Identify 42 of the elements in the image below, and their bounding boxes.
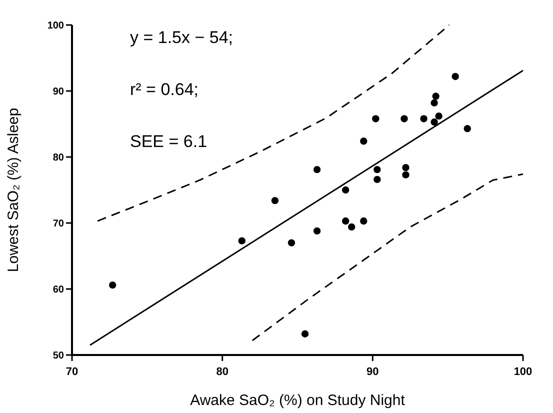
point xyxy=(432,92,440,100)
y-tick-label: 80 xyxy=(52,152,64,164)
point xyxy=(430,118,438,126)
point xyxy=(374,166,381,174)
point xyxy=(238,237,246,244)
point xyxy=(301,330,309,338)
point xyxy=(420,115,428,122)
x-tick-label: 80 xyxy=(216,366,228,378)
point xyxy=(400,115,408,122)
x-tick-label: 90 xyxy=(366,366,379,378)
y-tick-label: 100 xyxy=(47,20,64,32)
point xyxy=(271,196,279,204)
x-tick-label: 70 xyxy=(66,366,78,378)
point xyxy=(402,164,410,172)
point xyxy=(374,176,381,184)
y-tick-label: 60 xyxy=(52,284,64,296)
point xyxy=(372,115,380,122)
point xyxy=(435,112,442,120)
point xyxy=(348,223,356,231)
point xyxy=(342,186,350,194)
x-tick-label: 100 xyxy=(514,366,532,378)
point xyxy=(108,281,116,289)
point xyxy=(464,125,471,132)
point xyxy=(313,227,321,235)
point xyxy=(360,138,368,145)
annotation: r² = 0.64; xyxy=(130,80,199,99)
x-axis-title: Awake SaO₂ (%) on Study Night xyxy=(190,392,406,409)
point xyxy=(402,171,410,178)
y-axis-title: Lowest SaO₂ (%) Asleep xyxy=(5,108,22,272)
point xyxy=(360,217,368,225)
point xyxy=(313,166,321,174)
line-series xyxy=(96,24,450,222)
annotation: SEE = 6.1 xyxy=(130,132,208,151)
point xyxy=(452,72,459,80)
y-tick-label: 50 xyxy=(52,350,64,362)
point xyxy=(430,99,438,106)
point xyxy=(342,217,350,225)
point xyxy=(288,239,296,246)
y-tick-label: 90 xyxy=(52,86,64,98)
y-tick-label: 70 xyxy=(52,218,64,230)
annotation: y = 1.5x − 54; xyxy=(130,28,234,47)
line-series xyxy=(252,173,524,342)
